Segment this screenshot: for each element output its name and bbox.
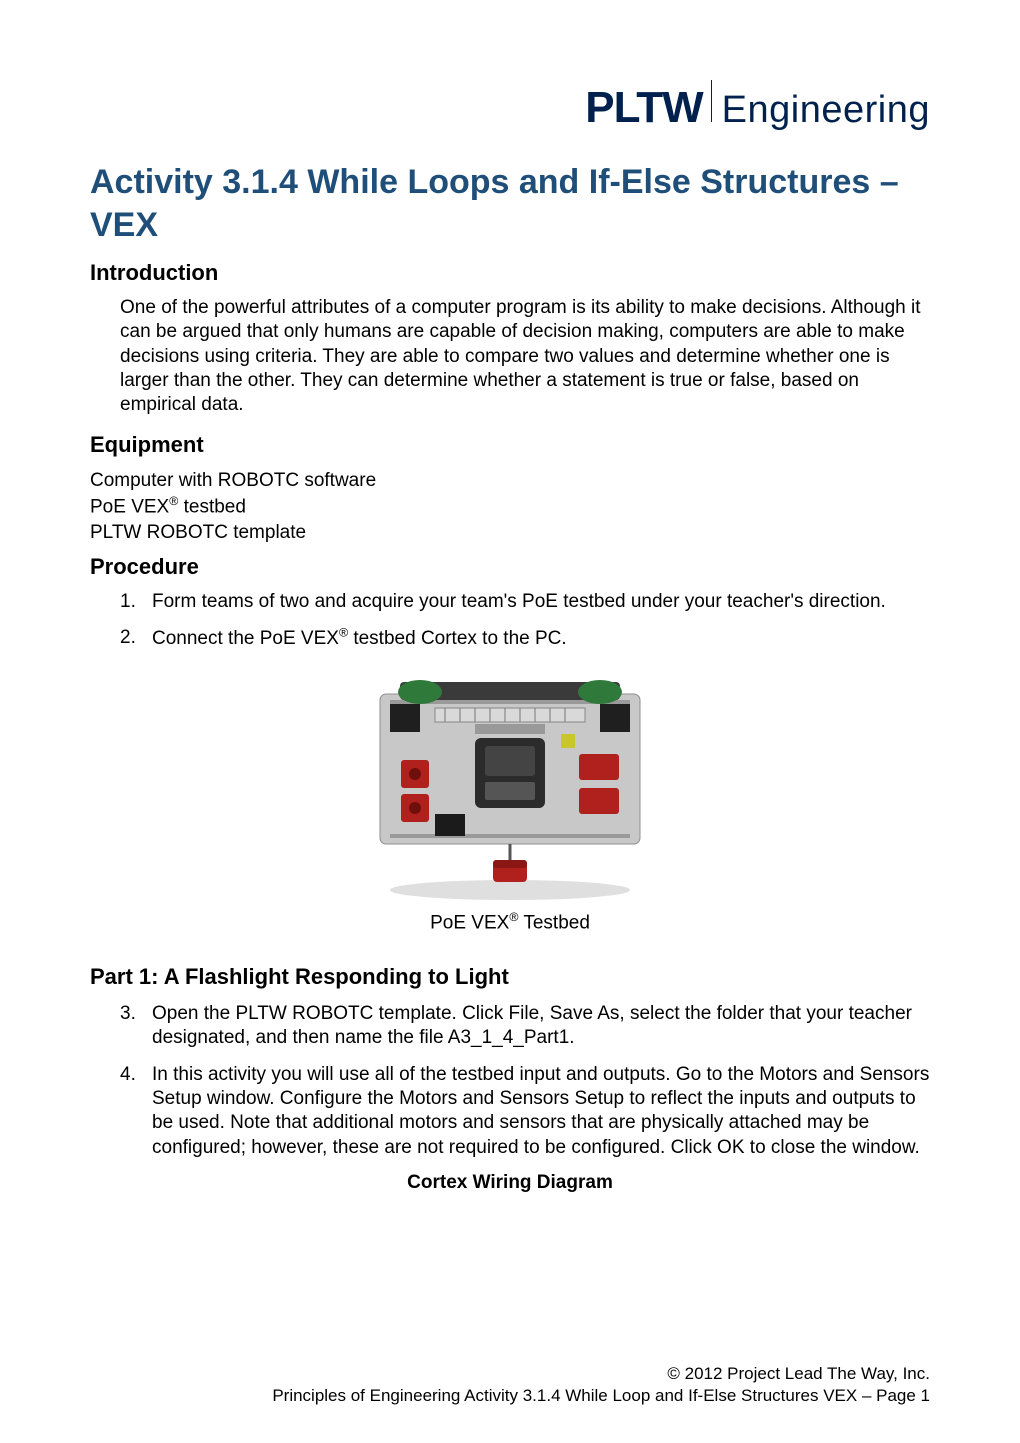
step-text: In this activity you will use all of the…	[152, 1064, 929, 1158]
step-number: 4.	[120, 1063, 136, 1087]
document-title: Activity 3.1.4 While Loops and If-Else S…	[90, 161, 930, 246]
introduction-body: One of the powerful attributes of a comp…	[120, 296, 930, 418]
logo-divider	[711, 80, 712, 122]
part1-heading: Part 1: A Flashlight Responding to Light	[90, 964, 930, 990]
logo-subbrand: Engineering	[722, 89, 930, 132]
procedure-step: 1. Form teams of two and acquire your te…	[120, 590, 930, 614]
logo-brand: PLTW	[585, 83, 702, 133]
equipment-item: PLTW ROBOTC template	[90, 520, 930, 546]
step-number: 1.	[120, 590, 136, 614]
step-text: Open the PLTW ROBOTC template. Click Fil…	[152, 1003, 912, 1048]
part1-steps: 3. Open the PLTW ROBOTC template. Click …	[120, 1002, 930, 1160]
equipment-list: Computer with ROBOTC software PoE VEX® t…	[90, 468, 930, 546]
introduction-heading: Introduction	[90, 260, 930, 286]
testbed-image	[365, 664, 655, 902]
part1-step: 4. In this activity you will use all of …	[120, 1063, 930, 1160]
figure-caption: PoE VEX® Testbed	[90, 910, 930, 934]
step-text: Form teams of two and acquire your team'…	[152, 591, 886, 612]
cortex-wiring-heading: Cortex Wiring Diagram	[90, 1172, 930, 1194]
page-footer: © 2012 Project Lead The Way, Inc. Princi…	[272, 1363, 930, 1407]
footer-copyright: © 2012 Project Lead The Way, Inc.	[272, 1363, 930, 1385]
part1-step: 3. Open the PLTW ROBOTC template. Click …	[120, 1002, 930, 1051]
procedure-heading: Procedure	[90, 554, 930, 580]
step-number: 3.	[120, 1002, 136, 1026]
step-number: 2.	[120, 626, 136, 650]
equipment-item: PoE VEX® testbed	[90, 493, 930, 520]
equipment-item: Computer with ROBOTC software	[90, 468, 930, 494]
logo-row: PLTW Engineering	[90, 80, 930, 133]
testbed-figure: PoE VEX® Testbed	[90, 664, 930, 934]
equipment-heading: Equipment	[90, 432, 930, 458]
procedure-steps: 1. Form teams of two and acquire your te…	[120, 590, 930, 652]
step-text: Connect the PoE VEX® testbed Cortex to t…	[152, 628, 567, 649]
footer-pageline: Principles of Engineering Activity 3.1.4…	[272, 1385, 930, 1407]
procedure-step: 2. Connect the PoE VEX® testbed Cortex t…	[120, 626, 930, 652]
